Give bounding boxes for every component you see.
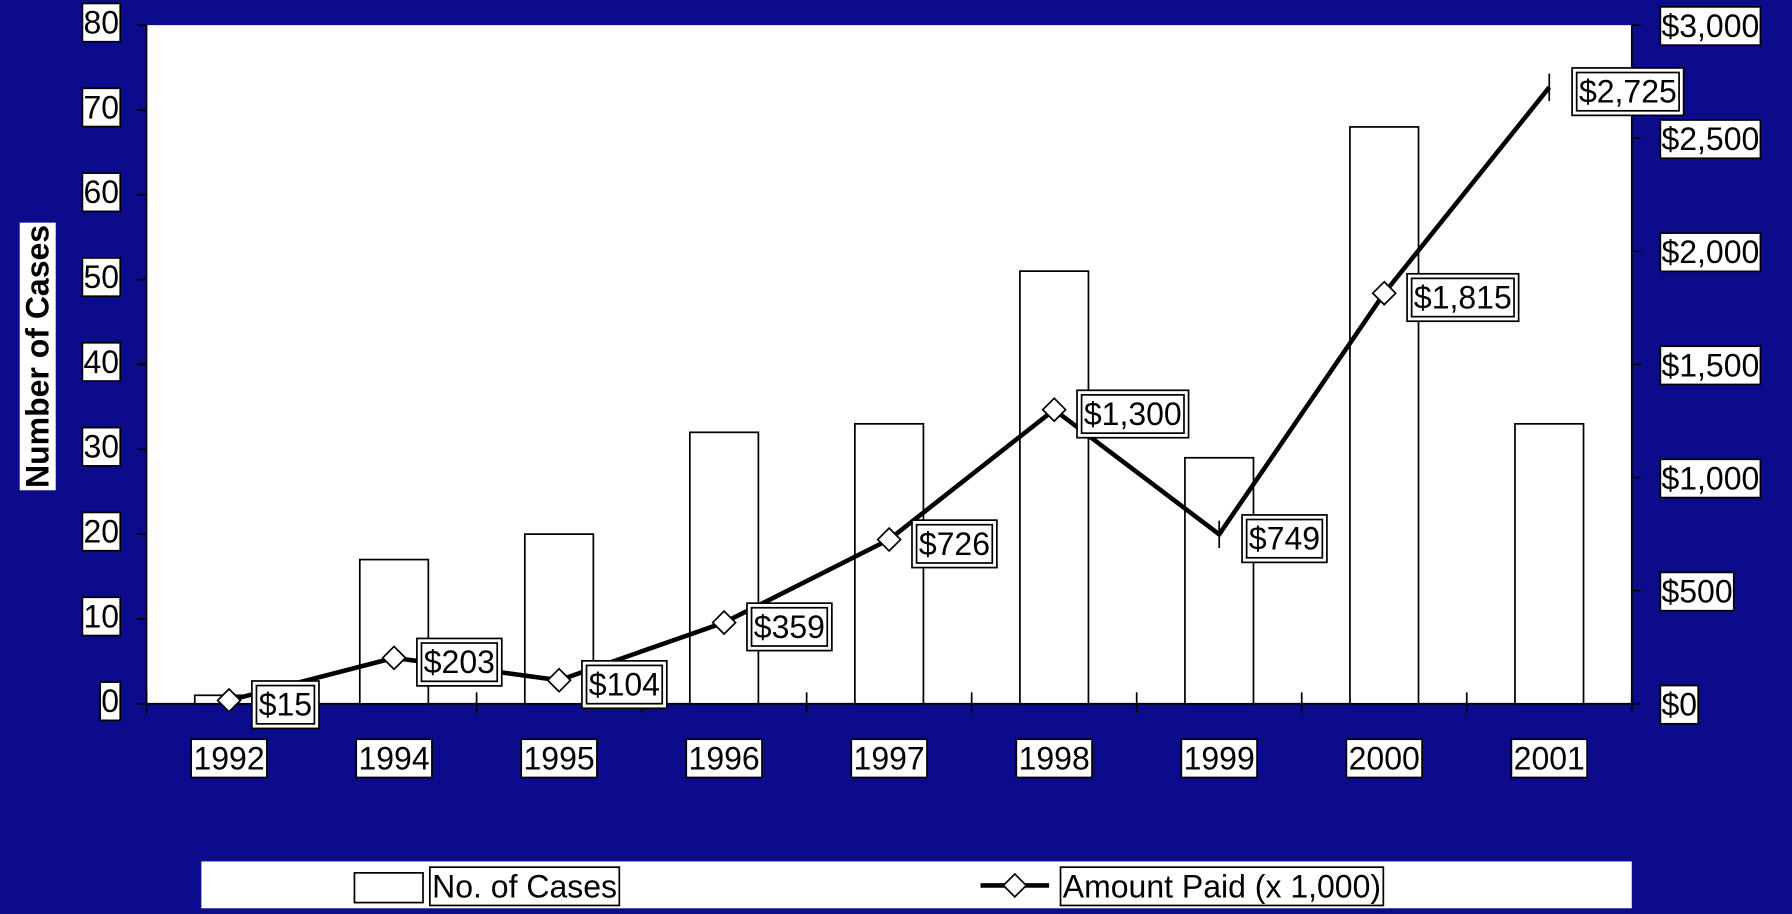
label-box	[81, 511, 122, 552]
y2-tick-label: $1,000	[1661, 460, 1759, 496]
data-label: $1,815	[1414, 280, 1512, 316]
x-tick-label: 1996	[689, 740, 760, 776]
x-tick-label: 2000	[1349, 740, 1420, 776]
label-box	[190, 738, 268, 779]
label-box	[850, 738, 928, 779]
data-label: $749	[1249, 521, 1320, 557]
label-box	[1659, 571, 1735, 612]
marker	[546, 667, 572, 693]
label-box	[1659, 6, 1762, 47]
label-box	[1659, 458, 1762, 499]
label-box	[99, 681, 122, 722]
x-tick-label: 1994	[358, 740, 429, 776]
label-box	[750, 606, 829, 647]
y-tick-label: 30	[84, 429, 120, 465]
y2-tick-label: $3,000	[1661, 8, 1759, 44]
x-tick-label: 2001	[1514, 740, 1585, 776]
label-box	[1659, 119, 1762, 160]
bar	[1184, 456, 1255, 705]
bar	[1349, 126, 1420, 705]
marker	[381, 645, 407, 671]
marker	[216, 687, 242, 714]
y-axis-label: Number of Cases	[20, 225, 56, 488]
y2-tick-label: $0	[1661, 687, 1697, 723]
label-box	[915, 523, 994, 564]
legend-label: No. of Cases	[432, 868, 617, 904]
x-tick-label: 1999	[1184, 740, 1255, 776]
label-box	[1015, 738, 1093, 779]
marker	[876, 526, 902, 553]
y-tick-label: 20	[84, 514, 120, 550]
label-box	[255, 684, 316, 725]
label-box	[585, 664, 664, 705]
label-box	[81, 426, 122, 467]
x-tick-label: 1992	[193, 740, 264, 776]
label-box	[520, 738, 598, 779]
data-label: $726	[919, 526, 990, 562]
legend-swatch	[353, 872, 424, 904]
data-label: $359	[754, 609, 825, 645]
label-box	[81, 341, 122, 382]
label-box	[1410, 277, 1515, 318]
x-tick-label: 1997	[854, 740, 925, 776]
marker	[1371, 280, 1397, 306]
y-tick-label: 40	[84, 344, 120, 380]
y2-tick-label: $2,000	[1661, 234, 1759, 270]
y-label-box	[19, 222, 56, 491]
label-box	[1345, 738, 1423, 779]
legend-swatch	[1002, 872, 1028, 899]
label-box	[81, 257, 122, 298]
label-box	[81, 172, 122, 213]
label-box	[81, 596, 122, 637]
marker	[711, 609, 737, 636]
label-box	[429, 866, 621, 907]
label-box	[355, 738, 433, 779]
marker	[1041, 397, 1067, 423]
y2-tick-label: $500	[1661, 574, 1732, 610]
label-box	[1245, 518, 1324, 559]
y-tick-label: 80	[84, 5, 120, 41]
label-box	[1659, 345, 1762, 386]
bar	[1514, 422, 1585, 705]
data-label: $203	[424, 644, 495, 680]
label-box	[1659, 684, 1700, 725]
label-box	[1575, 71, 1680, 112]
label-box	[685, 738, 763, 779]
x-tick-label: 1998	[1019, 740, 1090, 776]
y-tick-label: 50	[84, 259, 120, 295]
label-box	[1659, 232, 1762, 273]
data-label: $104	[589, 667, 660, 703]
bar	[1019, 270, 1090, 705]
y-tick-label: 10	[84, 598, 120, 634]
data-label: $1,300	[1084, 396, 1182, 432]
label-box	[420, 642, 499, 683]
data-label: $15	[259, 687, 312, 723]
label-box	[81, 2, 122, 43]
label-box	[1510, 738, 1588, 779]
y-tick-label: 0	[101, 683, 119, 719]
legend-label: Amount Paid (x 1,000)	[1063, 868, 1381, 904]
label-box	[81, 87, 122, 128]
data-label: $2,725	[1579, 74, 1677, 110]
label-box	[1180, 738, 1258, 779]
label-box	[1059, 866, 1385, 907]
label-box	[1080, 394, 1185, 435]
y2-tick-label: $2,500	[1661, 121, 1759, 157]
y-tick-label: 70	[84, 89, 120, 125]
bar	[688, 431, 760, 705]
x-tick-label: 1995	[524, 740, 595, 776]
y-tick-label: 60	[84, 174, 120, 210]
y2-tick-label: $1,500	[1661, 347, 1759, 383]
